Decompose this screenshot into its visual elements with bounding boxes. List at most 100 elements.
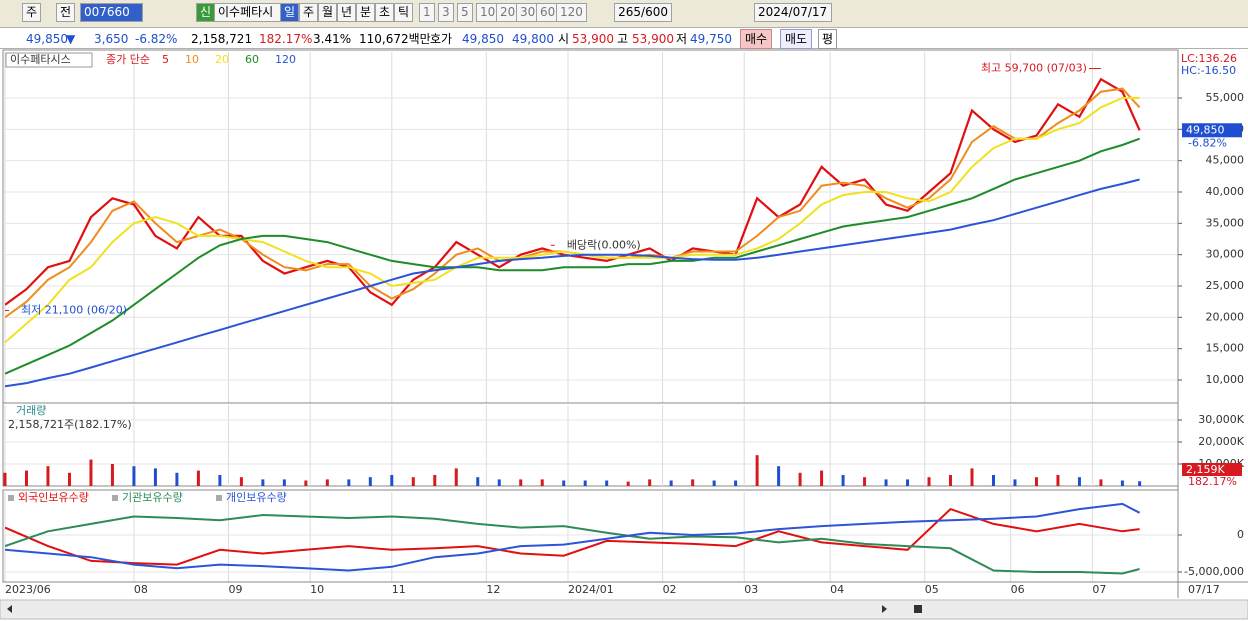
x-tick-label: 2023/06 — [5, 583, 51, 596]
volume-bar — [777, 466, 781, 486]
y-tick-label: -5,000,000 — [1184, 565, 1244, 578]
price-tag-bg — [1182, 123, 1242, 138]
interval-button[interactable]: 5 — [457, 3, 473, 22]
x-tick-label: 05 — [925, 583, 939, 596]
volume-bar — [1138, 481, 1142, 486]
x-tick-label: 2024/01 — [568, 583, 614, 596]
volume-bar — [110, 463, 114, 486]
volume-bar — [540, 479, 544, 486]
x-tick-label: 06 — [1011, 583, 1025, 596]
lc-label: LC:136.26 — [1181, 52, 1237, 65]
volume-bar — [755, 455, 759, 486]
annotation: 배당락(0.00%) — [567, 238, 641, 251]
annotation: 최저 21,100 (06/20) — [21, 303, 127, 316]
series-line — [5, 507, 1140, 566]
period-button[interactable]: 틱 — [394, 3, 414, 22]
chart-title: 이수페타시스 — [10, 53, 71, 66]
volume-bar — [153, 468, 157, 486]
volume-bar — [1120, 480, 1124, 486]
interval-button[interactable]: 1 — [419, 3, 435, 22]
y-tick-label: 20,000 — [1206, 310, 1245, 323]
code-input[interactable]: 007660 — [80, 3, 143, 22]
x-tick-label: 11 — [392, 583, 406, 596]
volume-bar — [991, 474, 995, 486]
period-button[interactable]: 일 — [280, 3, 300, 22]
volume-bar — [927, 477, 931, 486]
volume-bar — [325, 479, 329, 486]
volume-bar — [132, 466, 136, 486]
background — [0, 49, 1248, 621]
volume-bar — [282, 479, 286, 486]
scroll-right — [882, 605, 887, 613]
high: 53,900 — [632, 32, 674, 46]
legend-swatch — [112, 495, 118, 501]
avg-button[interactable]: 평 — [818, 29, 838, 49]
volume-bar — [3, 472, 7, 486]
y-tick-label: 30,000 — [1206, 248, 1245, 261]
date-input[interactable]: 2024/07/17 — [754, 3, 832, 22]
interval-button[interactable]: 3 — [438, 3, 454, 22]
volume-bar — [89, 459, 93, 486]
high-label: 고 — [617, 32, 629, 46]
low: 49,750 — [690, 32, 732, 46]
y-tick-label: 25,000 — [1206, 279, 1245, 292]
open-label: 시 — [558, 32, 570, 46]
series-line — [5, 97, 1140, 344]
interval-button[interactable]: 120 — [556, 3, 587, 22]
sell-button[interactable]: 매도 — [780, 29, 813, 49]
volume-bar — [390, 474, 394, 486]
interval-button[interactable]: 10 — [476, 3, 500, 22]
volume-tag-bg — [1182, 463, 1242, 476]
stock-name: 이수페타시 — [214, 3, 284, 22]
volume-bar — [411, 477, 415, 486]
volume-bar — [497, 479, 501, 486]
volume-bar — [347, 479, 351, 486]
scroll-stop — [914, 605, 922, 613]
y-tick-label: 10,000 — [1206, 373, 1245, 386]
volume-bar — [261, 479, 265, 486]
bid: 49,800 — [512, 32, 554, 46]
volume-bar — [820, 470, 824, 486]
volume-bar — [712, 480, 716, 486]
volume-bar — [24, 470, 28, 486]
volume-bar — [476, 477, 480, 486]
volume-bar — [46, 466, 50, 486]
x-last-label: 07/17 — [1188, 583, 1220, 596]
count: 265 — [618, 5, 642, 19]
arrow: ▼ — [66, 32, 76, 46]
volume-bar — [67, 472, 71, 486]
new-badge[interactable]: 신 — [196, 3, 216, 22]
y-tick-label: 45,000 — [1206, 154, 1245, 167]
legend-entry: 5 — [162, 53, 169, 66]
volume-bar — [519, 479, 523, 486]
period-button[interactable]: 주 — [299, 3, 319, 22]
ask: 49,850 — [462, 32, 504, 46]
period-button[interactable]: 초 — [375, 3, 395, 22]
volume-bar — [970, 468, 974, 486]
legend-swatch — [216, 495, 222, 501]
y-tick-label: 40,000 — [1206, 185, 1245, 198]
market-select[interactable]: 주 — [22, 3, 42, 22]
count-max: /600 — [641, 5, 668, 19]
count-input[interactable]: 265/600 — [614, 3, 672, 22]
period-button[interactable]: 월 — [318, 3, 338, 22]
prev-button[interactable]: 전 — [56, 3, 76, 22]
buy-button[interactable]: 매수 — [740, 29, 773, 49]
volume-bar — [1034, 477, 1038, 486]
period-button[interactable]: 년 — [337, 3, 357, 22]
series-line — [5, 502, 1141, 572]
legend-entry: 20 — [215, 53, 229, 66]
x-tick-label: 07 — [1092, 583, 1106, 596]
volume-bar — [1056, 474, 1060, 486]
volume-bar — [175, 472, 179, 486]
volume-bar — [433, 474, 437, 486]
legend-entry: 120 — [275, 53, 296, 66]
volume-bar — [648, 479, 652, 486]
period-button[interactable]: 분 — [356, 3, 376, 22]
y-tick-label: 15,000 — [1206, 342, 1245, 355]
volume-bar — [691, 479, 695, 486]
volume-bar — [196, 470, 200, 486]
amount: 110,672백만 — [359, 32, 431, 46]
legend-title: 종가 단순 — [106, 53, 150, 66]
